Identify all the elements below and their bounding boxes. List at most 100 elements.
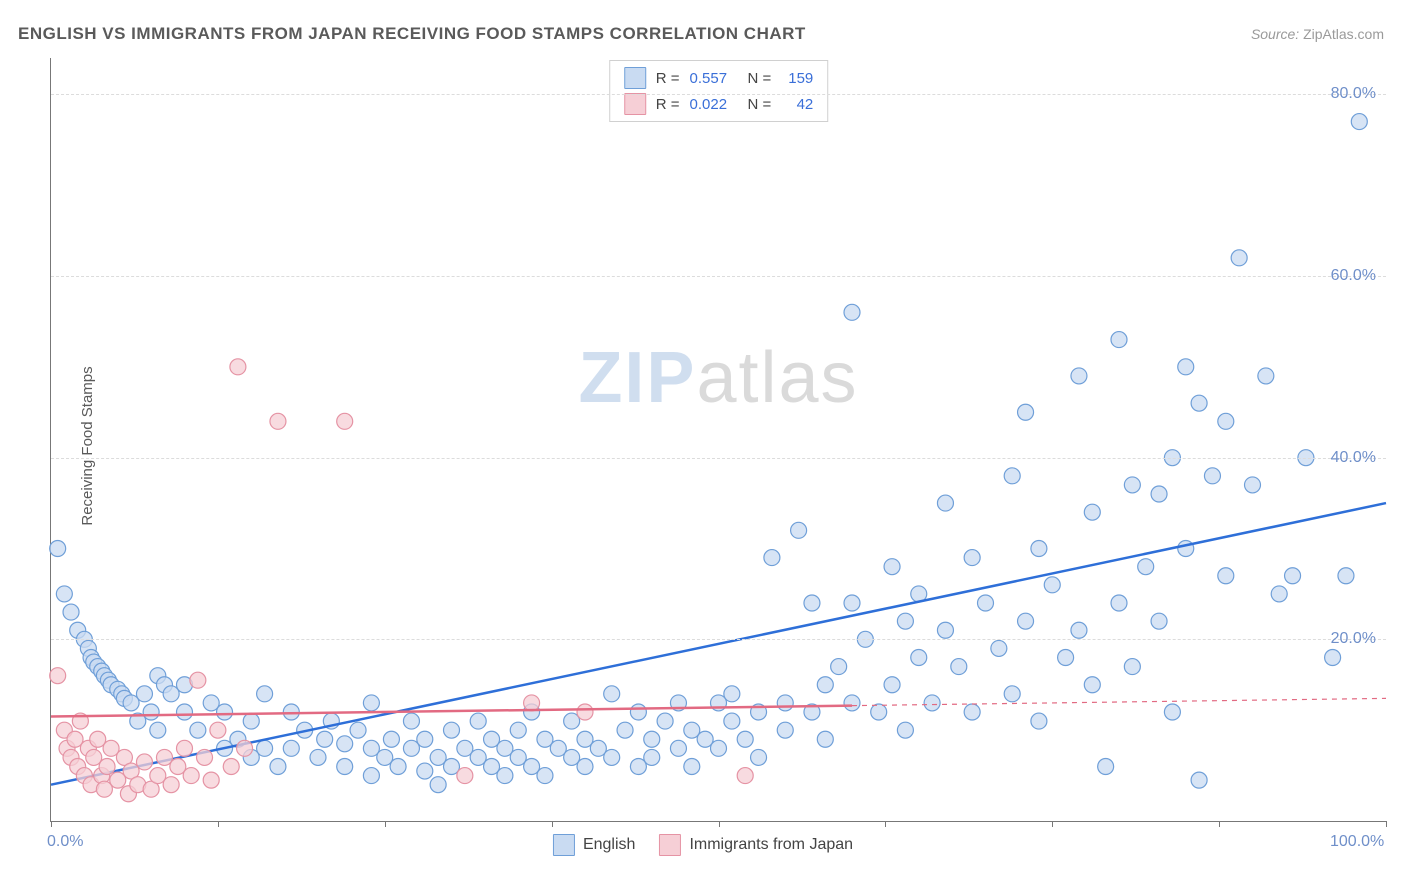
data-point (1285, 568, 1301, 584)
data-point (363, 695, 379, 711)
y-tick-label: 20.0% (1331, 630, 1376, 648)
source-credit: Source: ZipAtlas.com (1251, 26, 1384, 42)
y-tick-label: 40.0% (1331, 449, 1376, 467)
data-point (884, 559, 900, 575)
data-point (210, 722, 226, 738)
data-point (1098, 759, 1114, 775)
data-point (1191, 772, 1207, 788)
data-point (50, 541, 66, 557)
data-point (350, 722, 366, 738)
source-name: ZipAtlas.com (1303, 26, 1384, 42)
data-point (270, 413, 286, 429)
data-point (310, 749, 326, 765)
data-point (724, 686, 740, 702)
data-point (417, 731, 433, 747)
legend-label: Immigrants from Japan (689, 836, 853, 854)
data-point (470, 713, 486, 729)
data-point (136, 686, 152, 702)
data-point (1191, 395, 1207, 411)
data-point (257, 686, 273, 702)
data-point (403, 713, 419, 729)
data-point (937, 495, 953, 511)
data-point (177, 704, 193, 720)
gridline (51, 94, 1386, 95)
data-point (390, 759, 406, 775)
data-point (630, 704, 646, 720)
data-point (604, 749, 620, 765)
data-point (777, 695, 793, 711)
data-point (1151, 486, 1167, 502)
data-point (684, 759, 700, 775)
data-point (524, 695, 540, 711)
data-point (737, 768, 753, 784)
data-point (63, 604, 79, 620)
data-point (804, 595, 820, 611)
data-point (243, 713, 259, 729)
data-point (1245, 477, 1261, 493)
data-point (1018, 404, 1034, 420)
data-point (430, 777, 446, 793)
data-point (337, 413, 353, 429)
data-point (964, 550, 980, 566)
data-point (197, 749, 213, 765)
data-point (230, 359, 246, 375)
data-point (270, 759, 286, 775)
gridline (51, 639, 1386, 640)
data-point (831, 659, 847, 675)
x-tick (1386, 821, 1387, 827)
data-point (1004, 468, 1020, 484)
data-point (1338, 568, 1354, 584)
data-point (1031, 541, 1047, 557)
data-point (223, 759, 239, 775)
data-point (951, 659, 967, 675)
data-point (791, 522, 807, 538)
series-legend: English Immigrants from Japan (553, 834, 853, 856)
data-point (964, 704, 980, 720)
data-point (1204, 468, 1220, 484)
data-point (363, 768, 379, 784)
data-point (143, 704, 159, 720)
data-point (1084, 504, 1100, 520)
legend-swatch (659, 834, 681, 856)
legend-swatch (553, 834, 575, 856)
data-point (817, 677, 833, 693)
data-point (844, 695, 860, 711)
data-point (884, 677, 900, 693)
x-tick (885, 821, 886, 827)
legend-label: English (583, 836, 635, 854)
data-point (537, 768, 553, 784)
data-point (1124, 477, 1140, 493)
data-point (991, 640, 1007, 656)
data-point (1218, 413, 1234, 429)
data-point (1138, 559, 1154, 575)
data-point (50, 668, 66, 684)
data-point (724, 713, 740, 729)
data-point (1178, 359, 1194, 375)
data-point (577, 704, 593, 720)
data-point (136, 754, 152, 770)
x-tick (1052, 821, 1053, 827)
legend-item: English (553, 834, 635, 856)
data-point (1325, 650, 1341, 666)
data-point (163, 777, 179, 793)
data-point (1164, 704, 1180, 720)
scatter-svg (51, 58, 1386, 821)
data-point (337, 736, 353, 752)
data-point (644, 749, 660, 765)
legend-item: Immigrants from Japan (659, 834, 853, 856)
data-point (444, 722, 460, 738)
data-point (1084, 677, 1100, 693)
data-point (897, 613, 913, 629)
data-point (577, 759, 593, 775)
data-point (751, 749, 767, 765)
data-point (924, 695, 940, 711)
data-point (937, 622, 953, 638)
data-point (644, 731, 660, 747)
data-point (150, 722, 166, 738)
data-point (177, 740, 193, 756)
data-point (257, 740, 273, 756)
data-point (417, 763, 433, 779)
data-point (317, 731, 333, 747)
data-point (911, 650, 927, 666)
data-point (1218, 568, 1234, 584)
